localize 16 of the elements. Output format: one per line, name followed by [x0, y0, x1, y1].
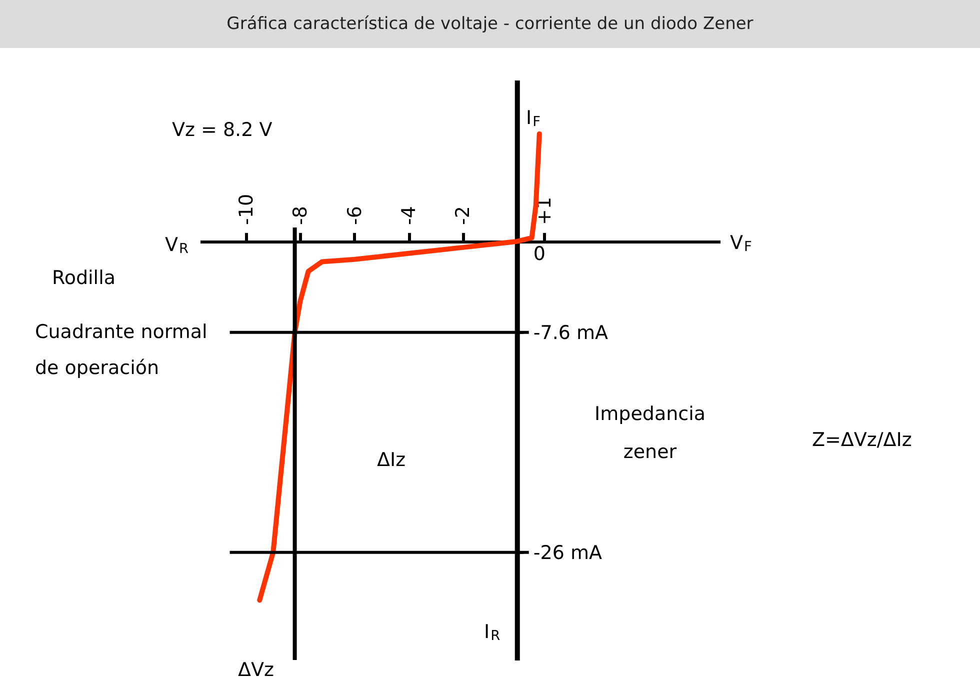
y-tick-label: -7.6 mA	[533, 322, 608, 344]
text: Rodilla	[52, 267, 116, 289]
x-tick-label: -4	[398, 206, 420, 225]
x-tick-label: -10	[236, 194, 258, 225]
annotation: ΔIz	[377, 449, 406, 471]
chart-title: Gráfica característica de voltaje - corriente de un diodo Zener	[0, 0, 980, 48]
x-tick-label: -6	[344, 206, 366, 225]
annotation: Vz = 8.2 V	[172, 119, 272, 141]
x-tick-label: -2	[452, 206, 474, 225]
y-tick-label: -26 mA	[533, 542, 602, 564]
annotation: Cuadrante normal de operación	[35, 321, 208, 379]
x-tick-label: -8	[290, 206, 312, 225]
annotation: Impedancia zener	[594, 403, 706, 463]
annotation: ΔVz	[238, 659, 274, 681]
text: Z=ΔVz/ΔIz	[812, 429, 912, 451]
y-tick-label: 0	[533, 242, 546, 265]
